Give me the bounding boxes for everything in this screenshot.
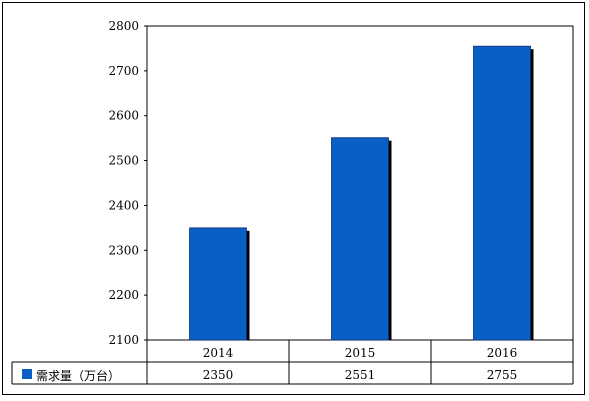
y-tick-label: 2300 xyxy=(108,243,139,257)
y-tick-label: 2700 xyxy=(108,64,139,78)
table-value-cell: 2350 xyxy=(203,368,234,382)
y-tick-labels: 2100 2200 2300 2400 2500 2600 2700 2800 xyxy=(108,19,139,347)
table-row-label: 需求量（万台） xyxy=(36,368,120,383)
table-value-cell: 2755 xyxy=(487,368,518,382)
x-category-label: 2016 xyxy=(487,346,518,360)
data-table: 需求量（万台） 2014 2350 2015 2551 2016 2755 xyxy=(11,340,574,385)
bars xyxy=(189,45,534,341)
x-category-label: 2014 xyxy=(203,346,234,360)
x-category-label: 2015 xyxy=(345,346,376,360)
y-tick-label: 2500 xyxy=(108,154,139,168)
y-tick-label: 2200 xyxy=(108,288,139,302)
bar-2016 xyxy=(473,45,531,341)
y-tick-label: 2400 xyxy=(108,198,139,212)
table-value-cell: 2551 xyxy=(345,368,376,382)
y-tick-label: 2600 xyxy=(108,109,139,123)
legend-swatch xyxy=(22,369,32,379)
y-tick-label: 2100 xyxy=(108,333,139,347)
bar-2015 xyxy=(331,137,389,341)
y-tick-label: 2800 xyxy=(108,19,139,33)
bar-2014 xyxy=(189,227,247,341)
